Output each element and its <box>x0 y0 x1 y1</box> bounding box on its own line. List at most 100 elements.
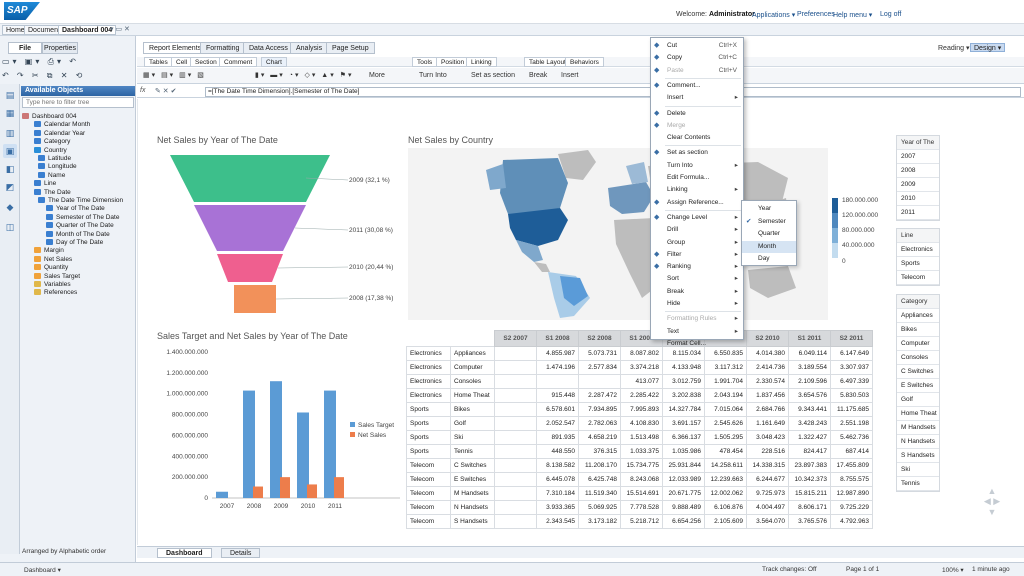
filter-tree-input[interactable] <box>22 97 134 108</box>
filter-list-item[interactable]: M Handsets <box>897 421 939 435</box>
tab-report-elements[interactable]: Report Elements <box>143 42 208 54</box>
data-cell[interactable]: 824.417 <box>788 444 831 459</box>
data-cell[interactable]: 376.315 <box>578 444 621 459</box>
column-header[interactable]: S2 2008 <box>578 330 621 347</box>
data-cell[interactable]: 2.577.834 <box>578 360 621 375</box>
data-cell[interactable]: 7.778.528 <box>620 500 663 515</box>
data-cell[interactable]: 3.048.423 <box>746 430 789 445</box>
bar-sales-target[interactable] <box>324 390 336 498</box>
menu-item-assign-reference[interactable]: ◆ Assign Reference... <box>651 197 743 209</box>
tree-item[interactable]: Latitude <box>38 154 71 163</box>
tree-item[interactable]: References <box>34 288 77 297</box>
tree-item[interactable]: Calendar Year <box>34 129 85 138</box>
funnel-chart[interactable] <box>150 150 400 320</box>
tree-item[interactable]: Category <box>34 137 70 146</box>
change-level-submenu[interactable]: Year ✔ Semester Quarter Month Day <box>741 200 797 266</box>
bar-net-sales[interactable] <box>280 477 290 498</box>
data-cell[interactable]: 25.931.844 <box>662 458 705 473</box>
edit-toolbar[interactable]: ↶ ↷ ✂ ⧉ ✕ ⟲ <box>2 71 86 80</box>
row-header-cell[interactable]: Telecom <box>406 514 451 529</box>
data-cell[interactable]: 9.888.489 <box>662 500 705 515</box>
data-cell[interactable] <box>494 472 537 487</box>
data-cell[interactable] <box>494 444 537 459</box>
table-row[interactable]: Telecom E Switches 6.445.078 6.425.748 8.243… <box>406 472 873 487</box>
data-cell[interactable]: 8.606.171 <box>788 500 831 515</box>
row-header-cell[interactable]: Consoles <box>450 374 495 389</box>
data-icon[interactable]: ◩ <box>5 182 15 192</box>
data-cell[interactable]: 2.684.766 <box>746 402 789 417</box>
tree-item[interactable]: Longitude <box>38 162 77 171</box>
data-cell[interactable]: 2.109.596 <box>788 374 831 389</box>
column-header[interactable]: S2 2011 <box>830 330 873 347</box>
filter-list-item[interactable]: Sports <box>897 257 939 271</box>
data-cell[interactable]: 14.258.611 <box>704 458 747 473</box>
filter-list-item[interactable]: E Switches <box>897 379 939 393</box>
data-cell[interactable]: 1.505.295 <box>704 430 747 445</box>
tab-data-access[interactable]: Data Access <box>243 42 294 54</box>
row-header-cell[interactable]: Appliances <box>450 346 495 361</box>
tree-item[interactable]: Day of The Date <box>46 238 103 247</box>
data-cell[interactable]: 3.012.759 <box>662 374 705 389</box>
data-cell[interactable]: 5.462.736 <box>830 430 873 445</box>
menu-item-text[interactable]: Text ▸ <box>651 326 743 338</box>
data-cell[interactable]: 20.671.775 <box>662 486 705 501</box>
insert-button[interactable]: Insert <box>561 72 579 79</box>
context-menu[interactable]: ◆ Cut Ctrl+X ◆ Copy Ctrl+C ◆ Paste Ctrl+V ◆ Commen… <box>650 37 744 347</box>
subtab-position[interactable]: Position <box>436 57 470 67</box>
row-header-cell[interactable]: Ski <box>450 430 495 445</box>
row-header-cell[interactable]: N Handsets <box>450 500 495 515</box>
data-cell[interactable]: 12.239.663 <box>704 472 747 487</box>
data-cell[interactable]: 6.366.137 <box>662 430 705 445</box>
menu-item-drill[interactable]: Drill ▸ <box>651 224 743 236</box>
data-cell[interactable]: 4.658.219 <box>578 430 621 445</box>
bar-chart[interactable]: 0 200.000.000 400.000.000 600.000.000 800.00… <box>150 342 400 514</box>
table-row[interactable]: Telecom S Handsets 2.343.545 3.173.182 5.218… <box>406 514 873 529</box>
data-cell[interactable]: 8.138.582 <box>536 458 579 473</box>
menu-item-hide[interactable]: Hide ▸ <box>651 298 743 310</box>
submenu-item-month[interactable]: Month <box>742 240 796 253</box>
data-cell[interactable]: 6.147.649 <box>830 346 873 361</box>
data-cell[interactable]: 1.035.986 <box>662 444 705 459</box>
data-cell[interactable] <box>494 360 537 375</box>
track-changes-status[interactable]: Track changes: Off <box>762 566 817 573</box>
tab-properties[interactable]: Properties <box>42 42 78 54</box>
filter-list-item[interactable]: Electronics <box>897 243 939 257</box>
data-cell[interactable]: 5.073.731 <box>578 346 621 361</box>
row-header-cell[interactable]: Telecom <box>406 458 451 473</box>
data-cell[interactable]: 1.991.704 <box>704 374 747 389</box>
data-cell[interactable]: 448.550 <box>536 444 579 459</box>
data-cell[interactable]: 14.327.784 <box>662 402 705 417</box>
data-cell[interactable]: 11.175.685 <box>830 402 873 417</box>
row-header-cell[interactable]: Sports <box>406 416 451 431</box>
column-header[interactable]: S2 2007 <box>494 330 537 347</box>
set-as-section-button[interactable]: Set as section <box>471 72 515 79</box>
submenu-item-quarter[interactable]: Quarter <box>742 228 796 240</box>
data-cell[interactable]: 6.445.078 <box>536 472 579 487</box>
data-cell[interactable]: 1.837.456 <box>746 388 789 403</box>
data-cell[interactable]: 5.218.712 <box>620 514 663 529</box>
data-cell[interactable]: 14.338.315 <box>746 458 789 473</box>
table-row[interactable]: Sports Golf 2.052.547 2.782.063 4.108.830 3.6… <box>406 416 873 431</box>
available-objects-icon[interactable]: ▣ <box>3 144 17 158</box>
table-row[interactable]: Sports Ski 891.935 4.658.219 1.513.498 6.366.… <box>406 430 873 445</box>
data-cell[interactable]: 3.691.157 <box>662 416 705 431</box>
data-cell[interactable]: 6.244.677 <box>746 472 789 487</box>
file-toolbar[interactable]: ▭▾ ▣▾ ⎙▾ ↶ <box>2 57 79 66</box>
tree-item[interactable]: The Date <box>34 188 71 197</box>
document-structure-icon[interactable]: ◧ <box>5 164 15 174</box>
reading-mode-button[interactable]: Reading ▾ <box>938 45 970 52</box>
row-header-cell[interactable]: Bikes <box>450 402 495 417</box>
data-cell[interactable] <box>494 514 537 529</box>
row-header-cell[interactable]: Computer <box>450 360 495 375</box>
design-mode-button[interactable]: Design ▾ <box>970 43 1006 52</box>
subtab-behaviors[interactable]: Behaviors <box>565 57 604 67</box>
data-cell[interactable] <box>494 402 537 417</box>
data-cell[interactable]: 15.734.775 <box>620 458 663 473</box>
table-type-buttons[interactable]: ▦▾ ▤▾ ▥▾ ▧ <box>143 72 206 79</box>
web-services-icon[interactable]: ◫ <box>5 222 15 232</box>
tab-report-dashboard[interactable]: Dashboard <box>157 548 212 558</box>
menu-item-ranking[interactable]: ◆ Ranking ▸ <box>651 261 743 273</box>
filter-list-item[interactable]: Telecom <box>897 271 939 285</box>
menu-item-edit-formula[interactable]: Edit Formula... <box>651 172 743 184</box>
